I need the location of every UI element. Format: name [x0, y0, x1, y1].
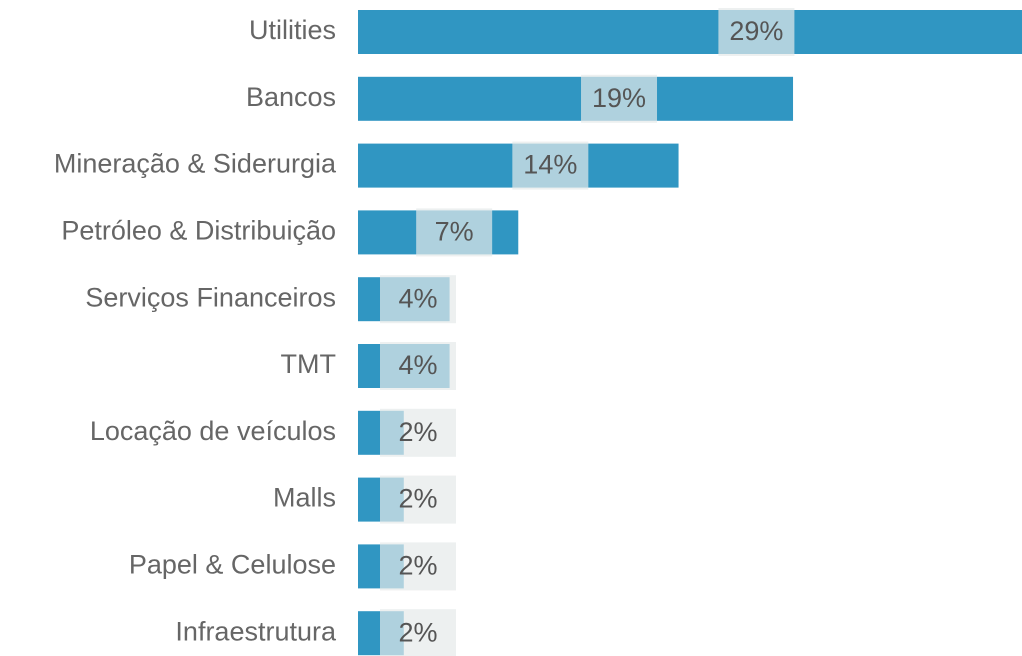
category-label: Papel & Celulose	[129, 550, 336, 580]
value-label: 4%	[398, 283, 437, 313]
value-label: 2%	[398, 617, 437, 647]
value-label-box	[416, 208, 493, 257]
value-label-box	[581, 74, 658, 123]
value-label-box	[512, 141, 589, 190]
value-label-box	[380, 475, 456, 524]
value-label: 29%	[729, 16, 783, 46]
category-label: Bancos	[246, 82, 336, 112]
value-label: 2%	[398, 417, 437, 447]
value-label-box	[380, 609, 456, 656]
category-label: Petróleo & Distribuição	[61, 216, 336, 246]
value-label-box	[718, 8, 795, 56]
value-label-box	[380, 342, 456, 390]
value-label-box	[380, 275, 456, 324]
category-label: Utilities	[249, 15, 336, 45]
value-label: 7%	[435, 217, 474, 247]
category-label: Serviços Financeiros	[85, 282, 336, 312]
bar	[358, 10, 1022, 54]
value-label-box	[380, 542, 456, 591]
value-label: 14%	[523, 150, 577, 180]
value-label: 19%	[592, 83, 646, 113]
category-label: Locação de veículos	[90, 416, 336, 446]
category-label: Infraestrutura	[175, 616, 337, 646]
value-label: 2%	[398, 484, 437, 514]
bar	[358, 76, 794, 121]
category-label: TMT	[281, 349, 336, 379]
category-label: Mineração & Siderurgia	[54, 149, 337, 179]
value-label: 2%	[398, 551, 437, 581]
value-label: 4%	[398, 350, 437, 380]
value-label-box	[380, 408, 456, 457]
category-label: Malls	[273, 483, 336, 513]
